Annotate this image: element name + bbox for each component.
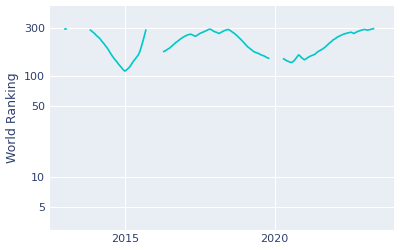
Y-axis label: World Ranking: World Ranking [6, 72, 18, 163]
